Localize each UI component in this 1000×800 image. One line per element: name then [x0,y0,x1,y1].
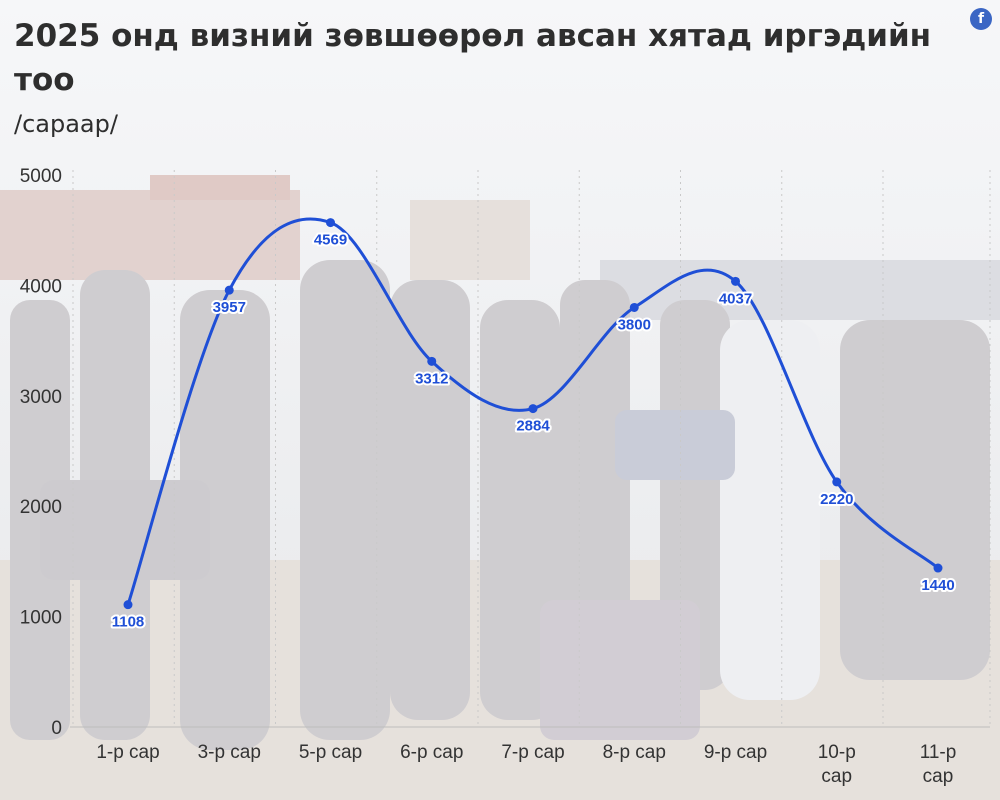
x-tick-label: 11-р [920,742,957,763]
chart-title: 2025 онд визний зөвшөөрөл авсан хятад ир… [14,18,932,98]
chart-subtitle: /сараар/ [14,110,118,138]
data-point [832,477,842,487]
y-tick-label: 3000 [20,387,62,408]
data-label: 4037 [719,290,752,307]
data-point [123,600,133,610]
data-point [933,563,943,573]
data-point [629,302,639,312]
x-tick-label: 3-р сар [198,742,261,763]
x-tick-label: 8-р сар [603,742,666,763]
x-tick-label: 6-р сар [400,742,463,763]
y-tick-label: 4000 [20,276,62,297]
data-label: 2884 [516,418,550,435]
data-label: 3800 [618,316,651,333]
data-point [427,356,437,366]
data-point [326,218,335,228]
data-label: 4569 [314,232,347,249]
x-tick-label: 5-р сар [299,742,362,763]
x-tick-label: 1-р сар [96,742,159,763]
data-label: 1108 [112,614,145,631]
y-tick-label: 1000 [20,608,62,629]
data-point [731,276,740,286]
y-tick-label: 2000 [20,497,62,518]
x-tick-label: 9-р сар [704,742,767,763]
data-label: 1440 [921,577,954,594]
data-label: 3957 [213,299,246,316]
x-tick-label: 10-р [818,742,856,763]
data-point [528,404,538,414]
x-tick-label: 7-р сар [501,742,564,763]
data-label: 3312 [415,370,448,387]
y-tick-label: 0 [51,718,62,739]
y-tick-label: 5000 [20,166,62,187]
data-point [224,285,234,295]
x-tick-label: сар [821,766,852,787]
x-tick-label: сар [923,766,954,787]
facebook-icon[interactable]: f [970,8,992,30]
data-label: 2220 [820,491,853,508]
